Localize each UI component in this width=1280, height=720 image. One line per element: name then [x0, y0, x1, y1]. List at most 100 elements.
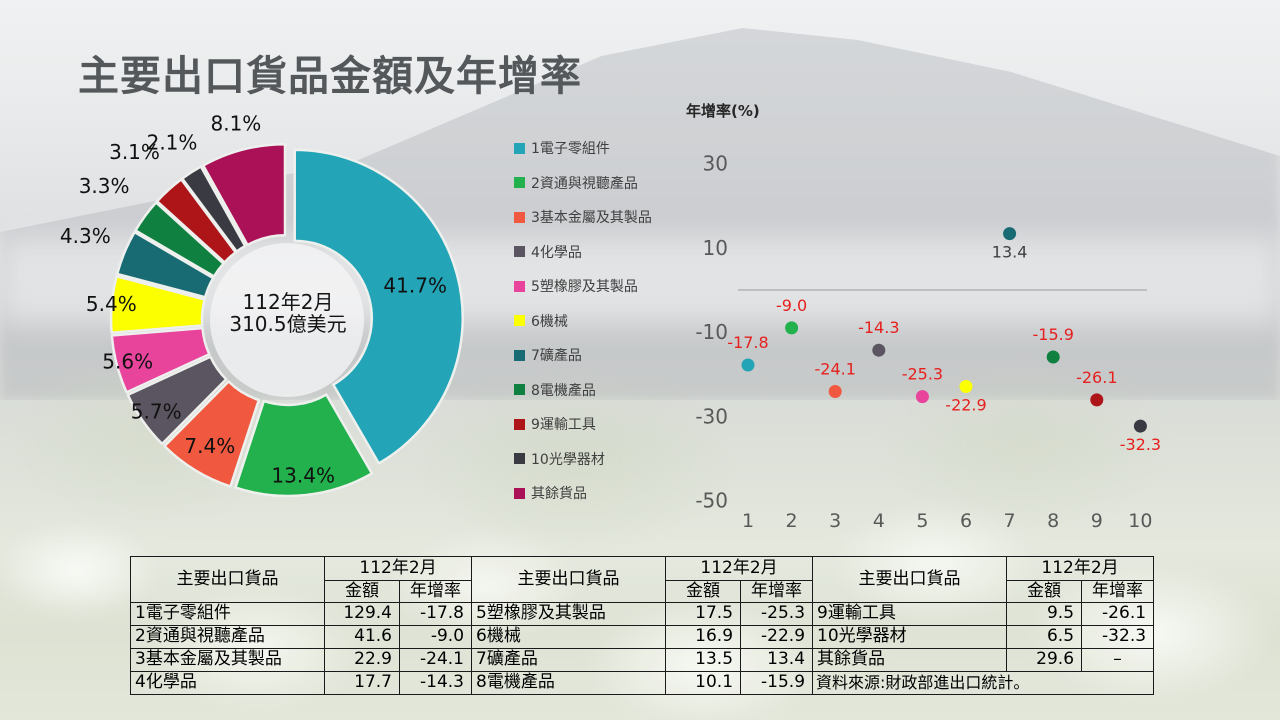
scatter-y-tick-3: -30	[695, 404, 728, 428]
table-cell-yoy: -22.9	[740, 625, 814, 649]
donut-slice-label-10: 2.1%	[147, 130, 198, 154]
table-cell-amount: 9.5	[1006, 602, 1083, 626]
legend-item-label: 8電機產品	[531, 382, 596, 399]
table-header-name: 主要出口貨品	[130, 556, 325, 603]
table-cell-name: 5塑橡膠及其製品	[471, 602, 667, 626]
export-table-1: 主要出口貨品 112年2月 金額 年增率 1電子零組件 129.4 -17.8 2資通與視聽產…	[130, 556, 473, 695]
table-cell-name: 7礦產品	[471, 648, 667, 672]
data-tables: 主要出口貨品 112年2月 金額 年增率 1電子零組件 129.4 -17.8 2資通與視聽產…	[130, 556, 1155, 695]
table-cell-name: 10光學器材	[812, 625, 1008, 649]
table-cell-name: 1電子零組件	[130, 602, 325, 626]
scatter-x-tick-2: 2	[786, 510, 798, 532]
table-cell-amount: 129.4	[324, 602, 400, 626]
table-header-name: 主要出口貨品	[471, 556, 667, 603]
scatter-point-label-4: -14.3	[858, 318, 899, 337]
table-cell-name: 其餘貨品	[812, 648, 1008, 672]
table-cell-yoy: -9.0	[398, 625, 473, 649]
scatter-x-tick-7: 7	[1004, 510, 1016, 532]
scatter-point-8	[1046, 350, 1060, 364]
table-cell-yoy: -17.8	[398, 602, 473, 626]
legend-item-label: 6機械	[531, 313, 568, 330]
table-header-amount: 金額	[665, 580, 742, 603]
table-header-yoy: 年增率	[740, 580, 814, 603]
table-header-yoy: 年增率	[1081, 580, 1155, 603]
scatter-y-tick-4: -50	[695, 489, 728, 513]
export-table-3: 主要出口貨品 112年2月 金額 年增率 9運輸工具 9.5 -26.1 10光學器材 6.5-…	[812, 556, 1155, 695]
table-row: 3基本金屬及其製品 22.9 -24.1	[130, 648, 473, 672]
scatter-x-tick-9: 9	[1091, 510, 1103, 532]
legend-swatch-icon	[514, 211, 525, 223]
donut-slice-label-1: 41.7%	[383, 274, 447, 298]
legend-item-label: 4化學品	[531, 244, 582, 261]
scatter-point-label-7: 13.4	[992, 243, 1028, 262]
table-cell-name: 8電機產品	[471, 671, 667, 695]
legend-swatch-icon	[514, 246, 525, 258]
table-header-amount: 金額	[324, 580, 400, 603]
legend-swatch-icon	[514, 384, 525, 396]
donut-slice-9	[155, 178, 237, 264]
donut-center-label: 112年2月 310.5億美元	[177, 291, 399, 335]
table-cell-yoy: –	[1081, 648, 1155, 672]
donut-slice-label-4: 5.7%	[131, 400, 182, 424]
scatter-x-tick-3: 3	[829, 510, 841, 532]
slide-title: 主要出口貨品金額及年增率	[78, 52, 582, 100]
legend-item-2: 2資通與視聽產品	[514, 166, 652, 201]
donut-slice-label-8: 3.3%	[79, 174, 130, 198]
donut-slice-label-7: 4.3%	[60, 224, 111, 248]
table-cell-yoy: -25.3	[740, 602, 814, 626]
table-row: 10光學器材 6.5 -32.3	[812, 625, 1155, 649]
table-cell-yoy: -26.1	[1081, 602, 1155, 626]
table-cell-name: 4化學品	[130, 671, 325, 695]
donut-slice-1	[293, 148, 464, 465]
table-header-period: 112年2月	[1006, 556, 1155, 581]
donut-slice-label-5: 5.6%	[102, 350, 153, 374]
legend-item-9: 9運輸工具	[514, 407, 652, 442]
legend-item-7: 7礦產品	[514, 338, 652, 373]
scatter-x-tick-10: 10	[1128, 510, 1152, 532]
table-cell-amount: 29.6	[1006, 648, 1083, 672]
scatter-x-tick-1: 1	[742, 510, 754, 532]
donut-slice-7	[115, 230, 215, 299]
donut-hole	[210, 243, 364, 397]
donut-slice-10	[181, 165, 247, 253]
table-cell-name: 6機械	[471, 625, 667, 649]
donut-slice-11	[201, 143, 287, 247]
table-row: 8電機產品 10.1 -15.9	[471, 671, 814, 695]
legend-swatch-icon	[514, 177, 525, 189]
legend-item-label: 其餘貨品	[531, 486, 587, 503]
scatter-point-6	[959, 380, 973, 393]
table-cell-amount: 10.1	[665, 671, 742, 695]
table-header-name: 主要出口貨品	[812, 556, 1008, 603]
scatter-point-5	[915, 390, 929, 404]
table-cell-name: 9運輸工具	[812, 602, 1008, 626]
table-header-period: 112年2月	[665, 556, 814, 581]
scatter-point-label-3: -24.1	[814, 360, 855, 379]
table-cell-yoy: -15.9	[740, 671, 814, 695]
donut-legend: 1電子零組件 2資通與視聽產品 3基本金屬及其製品 4化學品 5塑橡膠及其製品 6機械 7礦…	[514, 131, 652, 511]
scatter-point-label-10: -32.3	[1120, 435, 1161, 454]
table-row: 5塑橡膠及其製品 17.5 -25.3	[471, 602, 814, 626]
scatter-axis-title: 年增率(%)	[686, 102, 760, 120]
scatter-point-3	[828, 385, 842, 398]
table-cell-yoy: -24.1	[398, 648, 473, 672]
scatter-x-tick-5: 5	[916, 510, 928, 532]
table-cell-amount: 17.7	[324, 671, 400, 695]
legend-item-5: 5塑橡膠及其製品	[514, 269, 652, 304]
donut-slice-4	[126, 355, 228, 446]
legend-swatch-icon	[514, 453, 525, 465]
scatter-point-label-8: -15.9	[1032, 325, 1073, 344]
legend-item-label: 2資通與視聽產品	[531, 175, 638, 192]
table-row: 4化學品 17.7 -14.3	[130, 671, 473, 695]
legend-item-3: 3基本金屬及其製品	[514, 200, 652, 235]
export-table-2: 主要出口貨品 112年2月 金額 年增率 5塑橡膠及其製品 17.5 -25.3 6機械 16.…	[471, 556, 814, 695]
legend-item-label: 9運輸工具	[531, 417, 596, 434]
legend-swatch-icon	[514, 315, 525, 327]
table-cell-name: 3基本金屬及其製品	[130, 648, 325, 672]
donut-slice-3	[163, 380, 261, 488]
scatter-point-label-2: -9.0	[776, 296, 807, 315]
table-cell-amount: 22.9	[324, 648, 400, 672]
donut-center-line2: 310.5億美元	[229, 312, 347, 336]
table-row: 7礦產品 13.5 13.4	[471, 648, 814, 672]
legend-item-8: 8電機產品	[514, 373, 652, 408]
legend-item-label: 7礦產品	[531, 348, 582, 365]
